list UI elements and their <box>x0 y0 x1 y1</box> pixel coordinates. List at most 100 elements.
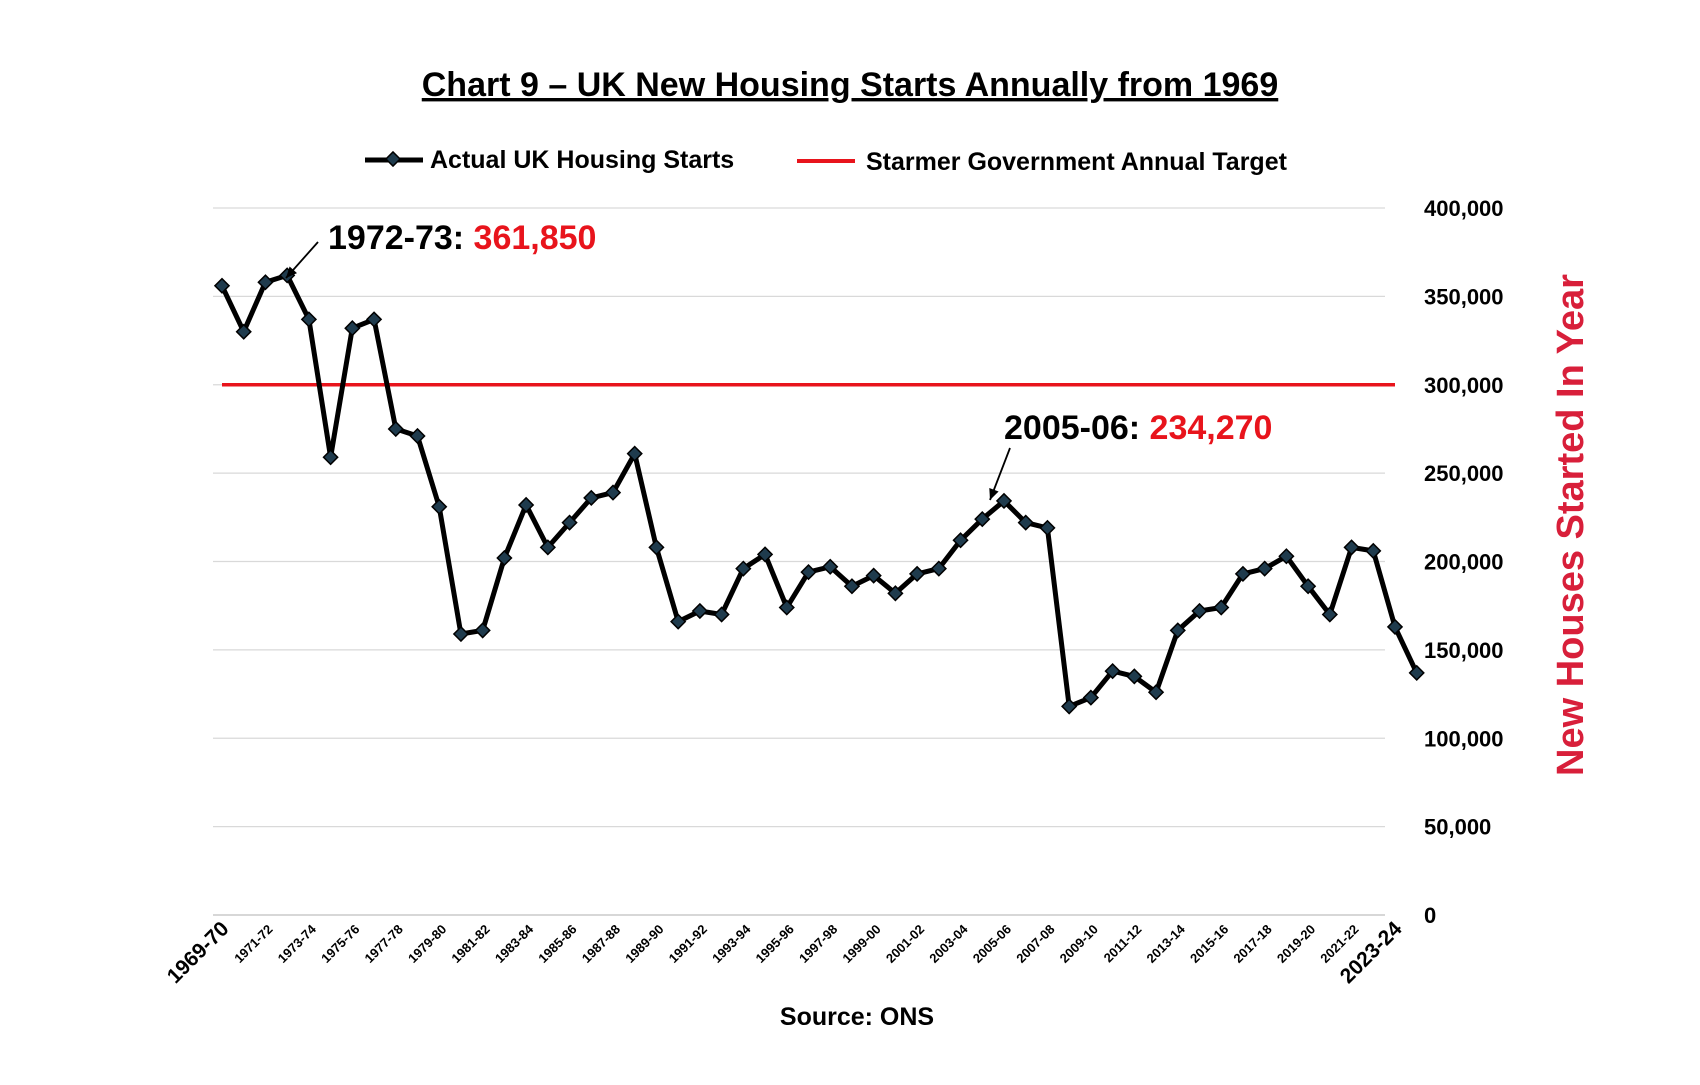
x-tick-label: 1981-82 <box>448 922 492 966</box>
data-point <box>713 606 730 623</box>
data-point <box>1278 548 1295 565</box>
data-point <box>843 578 861 595</box>
x-tick-label: 1977-78 <box>362 922 406 966</box>
data-point <box>1147 684 1165 701</box>
y-tick-label: 350,000 <box>1424 284 1504 309</box>
data-point <box>300 311 318 328</box>
x-tick-label: 1999-00 <box>839 922 883 966</box>
data-point <box>930 560 947 577</box>
y-tick-label: 50,000 <box>1424 815 1491 840</box>
data-point <box>1169 622 1186 639</box>
data-point <box>1126 668 1143 685</box>
data-point <box>735 560 752 577</box>
x-tick-label: 1991-92 <box>666 922 710 966</box>
legend-label-target: Starmer Government Annual Target <box>866 148 1288 176</box>
data-point <box>1365 542 1382 560</box>
x-tick-label: 1973-74 <box>275 921 320 966</box>
y-axis-label: New Houses Started In Year <box>1550 274 1592 776</box>
series-group <box>213 267 1425 715</box>
data-point <box>431 498 448 515</box>
data-point <box>322 449 339 466</box>
x-tick-label: 1995-96 <box>753 922 797 966</box>
data-point <box>974 510 991 528</box>
x-tick-label: 2011-12 <box>1101 922 1145 966</box>
data-point <box>517 496 535 514</box>
legend-label-series: Actual UK Housing Starts <box>430 146 734 174</box>
x-tick-label: 1989-90 <box>622 922 666 966</box>
data-point <box>235 323 252 340</box>
data-point <box>213 277 231 294</box>
data-point <box>539 539 556 556</box>
x-tick-label: 2017-18 <box>1230 922 1274 966</box>
chart-title: Chart 9 – UK New Housing Starts Annually… <box>422 66 1279 104</box>
data-point <box>648 539 665 556</box>
data-point <box>1386 618 1404 636</box>
data-point <box>1061 698 1078 715</box>
data-point <box>1234 565 1252 583</box>
annotation-label: 2005-06: 234,270 <box>1004 409 1272 447</box>
x-tick-label: 1993-94 <box>709 921 754 966</box>
annotation-period: 2005-06: <box>1004 409 1150 447</box>
x-tick-label: 1987-88 <box>579 922 623 966</box>
annotation-period: 1972-73: <box>328 219 474 257</box>
x-tick-label: 2019-20 <box>1274 922 1318 966</box>
data-point <box>908 565 926 583</box>
y-tick-label: 250,000 <box>1424 461 1504 486</box>
data-point <box>1213 599 1230 616</box>
x-tick-label: 1997-98 <box>796 922 840 966</box>
data-point <box>409 427 426 445</box>
y-tick-label: 400,000 <box>1424 196 1504 221</box>
data-point <box>387 420 404 438</box>
data-point <box>952 532 969 549</box>
annotations: 1972-73: 361,850 2005-06: 234,270 <box>285 219 1272 501</box>
x-tick-label: 2007-08 <box>1013 922 1057 966</box>
x-tick-label: 1979-80 <box>405 922 449 966</box>
x-tick-label: 2001-02 <box>883 922 927 966</box>
data-point <box>604 484 622 501</box>
x-tick-label: 1983-84 <box>492 921 537 966</box>
data-point <box>344 320 361 337</box>
data-point <box>257 274 274 291</box>
data-point <box>474 622 491 639</box>
data-point <box>1343 539 1360 556</box>
y-tick-label: 200,000 <box>1424 550 1504 575</box>
data-point <box>1299 578 1317 595</box>
annotation-value: 361,850 <box>474 219 597 257</box>
y-tick-label: 300,000 <box>1424 373 1504 398</box>
annotation-arrowhead <box>989 488 999 500</box>
y-axis-ticks: 400,000 350,000 300,000 250,000 200,000 150,0… <box>1424 196 1504 928</box>
data-point <box>1082 689 1100 706</box>
legend-marker-series <box>384 150 402 168</box>
series-line <box>219 272 1419 709</box>
data-point <box>583 489 600 507</box>
data-point <box>561 514 578 531</box>
gridlines <box>213 207 1385 916</box>
annotation-label: 1972-73: 361,850 <box>328 219 596 257</box>
data-point <box>1408 664 1425 681</box>
data-point <box>452 625 470 643</box>
data-point <box>691 602 709 620</box>
annotation-arrowhead <box>286 266 297 278</box>
data-point <box>1017 514 1034 531</box>
data-point <box>1104 662 1121 680</box>
data-point <box>800 563 817 581</box>
data-point <box>496 549 513 567</box>
x-tick-label: 2009-10 <box>1057 922 1101 966</box>
data-point <box>822 558 839 575</box>
x-tick-label: 1985-86 <box>535 922 579 966</box>
x-tick-label: 2013-14 <box>1144 921 1189 966</box>
x-tick-label: 1971-72 <box>231 922 275 966</box>
y-tick-label: 0 <box>1424 903 1436 928</box>
data-point <box>778 599 795 616</box>
y-tick-label: 150,000 <box>1424 638 1504 663</box>
data-point <box>1039 519 1056 537</box>
x-tick-label: 2005-06 <box>970 922 1014 966</box>
data-point <box>1191 602 1208 620</box>
y-tick-label: 100,000 <box>1424 726 1504 751</box>
x-tick-label: 1969-70 <box>163 917 234 988</box>
data-point <box>1256 560 1273 577</box>
data-point <box>756 546 774 563</box>
